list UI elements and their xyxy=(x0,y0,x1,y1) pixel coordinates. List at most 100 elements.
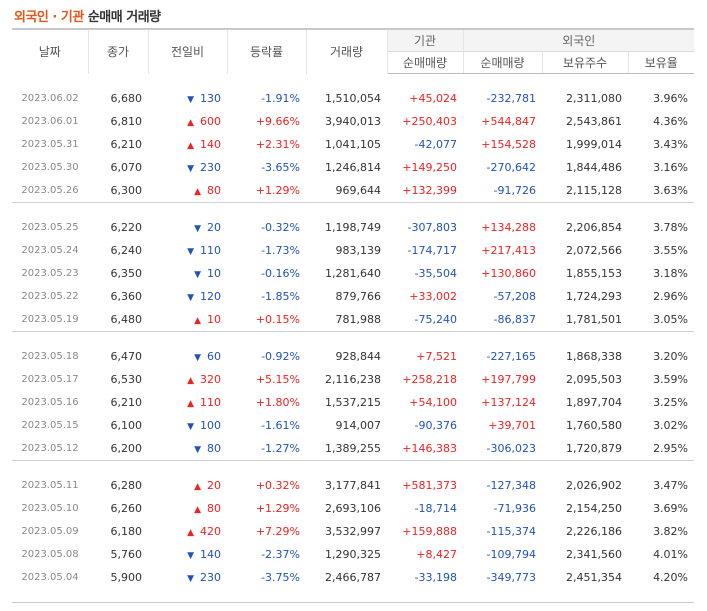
cell-date: 2023.05.25 xyxy=(21,222,79,233)
cell-foreign-net: +544,847 xyxy=(481,115,536,128)
cell-foreign-net: -115,374 xyxy=(486,525,536,538)
investor-trading-table: 날짜 종가 전일비 등락률 거래량 기관 외국인 순매매량 순매매량 보유주수 … xyxy=(12,28,695,603)
cell-foreign-net: +217,413 xyxy=(481,244,536,257)
header-rate: 등락률 xyxy=(227,28,307,74)
cell-foreign-ratio: 4.36% xyxy=(653,115,689,128)
triangle-up-icon: ▲ xyxy=(187,399,194,409)
triangle-up-icon: ▲ xyxy=(194,187,201,197)
row-spacer xyxy=(12,331,695,345)
cell-foreign-ratio: 3.20% xyxy=(653,350,689,363)
cell-foreign-ratio: 3.05% xyxy=(653,313,689,326)
cell-close: 6,100 xyxy=(110,419,143,432)
cell-foreign-ratio: 3.43% xyxy=(653,138,689,151)
cell-institution-net: -307,803 xyxy=(407,221,457,234)
cell-rate: +2.31% xyxy=(255,138,300,151)
cell-foreign-net: +130,860 xyxy=(481,267,536,280)
section-title-main: 외국인 · 기관 xyxy=(14,10,84,25)
table-row: 2023.05.15 6,100 ▼ 100 -1.61% 914,007 -90,376 +… xyxy=(12,414,694,437)
cell-change: ▼ 100 xyxy=(148,414,227,437)
change-value: 10 xyxy=(207,313,221,326)
cell-foreign-holdings: 1,844,486 xyxy=(566,161,622,174)
triangle-down-icon: ▼ xyxy=(194,445,201,455)
cell-rate: -0.32% xyxy=(261,221,300,234)
cell-rate: -3.75% xyxy=(261,571,300,584)
cell-foreign-net: -109,794 xyxy=(486,548,536,561)
triangle-up-icon: ▲ xyxy=(187,376,194,386)
cell-close: 6,240 xyxy=(110,244,143,257)
cell-foreign-net: +137,124 xyxy=(481,396,536,409)
cell-date: 2023.06.02 xyxy=(21,93,79,104)
cell-foreign-ratio: 3.47% xyxy=(653,479,689,492)
table-bottom-border xyxy=(12,602,695,603)
cell-change: ▼ 10 xyxy=(148,262,227,285)
cell-foreign-ratio: 3.63% xyxy=(653,184,689,197)
cell-change: ▲ 600 xyxy=(148,110,227,133)
cell-institution-net: +159,888 xyxy=(402,525,457,538)
change-value: 600 xyxy=(200,115,221,128)
cell-institution-net: -42,077 xyxy=(414,138,457,151)
cell-volume: 928,844 xyxy=(335,350,382,363)
cell-foreign-net: +154,528 xyxy=(481,138,536,151)
cell-foreign-ratio: 3.96% xyxy=(653,92,689,105)
cell-rate: -1.91% xyxy=(261,92,300,105)
cell-rate: +7.29% xyxy=(255,525,300,538)
cell-change: ▼ 130 xyxy=(148,87,227,110)
cell-foreign-holdings: 1,760,580 xyxy=(566,419,622,432)
cell-volume: 1,290,325 xyxy=(325,548,381,561)
cell-rate: -1.61% xyxy=(261,419,300,432)
cell-foreign-net: -227,165 xyxy=(486,350,536,363)
cell-rate: +5.15% xyxy=(255,373,300,386)
cell-date: 2023.05.08 xyxy=(21,549,79,560)
triangle-up-icon: ▲ xyxy=(187,141,194,151)
change-value: 100 xyxy=(200,419,221,432)
cell-rate: -2.37% xyxy=(261,548,300,561)
change-value: 80 xyxy=(207,184,221,197)
cell-volume: 2,116,238 xyxy=(325,373,381,386)
table-row: 2023.05.26 6,300 ▲ 80 +1.29% 969,644 +132,399 -… xyxy=(12,179,694,203)
header-institution-net: 순매매량 xyxy=(387,51,464,74)
cell-change: ▼ 80 xyxy=(148,437,227,461)
cell-date: 2023.05.16 xyxy=(21,397,79,408)
change-value: 20 xyxy=(207,221,221,234)
cell-foreign-holdings: 2,072,566 xyxy=(566,244,622,257)
cell-rate: -0.16% xyxy=(261,267,300,280)
cell-change: ▼ 230 xyxy=(148,156,227,179)
table-row: 2023.05.24 6,240 ▼ 110 -1.73% 983,139 -174,717… xyxy=(12,239,694,262)
table-row: 2023.05.12 6,200 ▼ 80 -1.27% 1,389,255 +146,38… xyxy=(12,437,694,461)
cell-volume: 3,532,997 xyxy=(325,525,381,538)
header-volume: 거래량 xyxy=(306,28,388,74)
row-spacer xyxy=(12,460,695,474)
section-title: 외국인 · 기관 순매매 거래량 xyxy=(14,6,161,25)
cell-change: ▲ 80 xyxy=(148,179,227,203)
cell-date: 2023.05.04 xyxy=(21,572,79,583)
change-value: 130 xyxy=(200,92,221,105)
cell-change: ▲ 140 xyxy=(148,133,227,156)
triangle-down-icon: ▼ xyxy=(194,224,201,234)
cell-rate: +9.66% xyxy=(255,115,300,128)
cell-close: 6,210 xyxy=(110,396,143,409)
triangle-up-icon: ▲ xyxy=(194,482,201,492)
cell-close: 6,480 xyxy=(110,313,143,326)
cell-date: 2023.05.09 xyxy=(21,526,79,537)
cell-institution-net: -33,198 xyxy=(414,571,457,584)
cell-change: ▲ 110 xyxy=(148,391,227,414)
cell-foreign-net: +39,701 xyxy=(488,419,536,432)
triangle-down-icon: ▼ xyxy=(187,422,194,432)
cell-foreign-holdings: 1,855,153 xyxy=(566,267,622,280)
cell-foreign-ratio: 4.20% xyxy=(653,571,689,584)
cell-foreign-ratio: 3.02% xyxy=(653,419,689,432)
cell-change: ▲ 80 xyxy=(148,497,227,520)
cell-foreign-net: +197,799 xyxy=(481,373,536,386)
change-value: 10 xyxy=(207,267,221,280)
cell-institution-net: +581,373 xyxy=(402,479,457,492)
cell-volume: 1,389,255 xyxy=(325,442,381,455)
cell-close: 6,470 xyxy=(110,350,143,363)
cell-close: 6,070 xyxy=(110,161,143,174)
cell-foreign-net: -91,726 xyxy=(493,184,536,197)
cell-foreign-ratio: 2.96% xyxy=(653,290,689,303)
cell-date: 2023.05.23 xyxy=(21,268,79,279)
change-value: 420 xyxy=(200,525,221,538)
cell-foreign-net: -127,348 xyxy=(486,479,536,492)
change-value: 140 xyxy=(200,138,221,151)
cell-volume: 781,988 xyxy=(335,313,382,326)
